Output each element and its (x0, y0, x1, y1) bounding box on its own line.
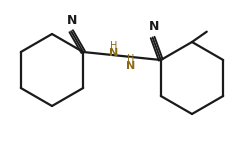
Text: N: N (148, 20, 159, 33)
Text: H: H (127, 54, 134, 64)
Text: N: N (67, 14, 77, 27)
Text: N: N (109, 48, 118, 58)
Text: H: H (110, 41, 117, 51)
Text: N: N (126, 61, 135, 71)
